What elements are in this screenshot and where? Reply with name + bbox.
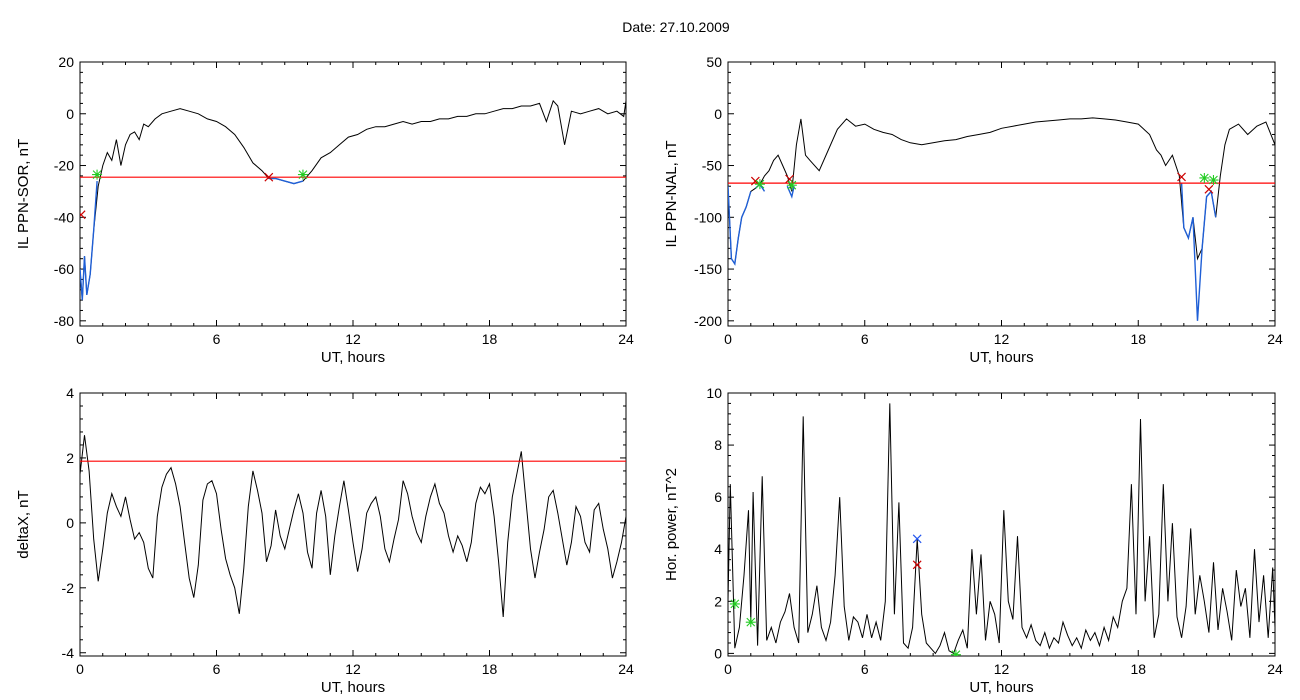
marker-asterisk bbox=[92, 169, 103, 180]
y-tick-label: 0 bbox=[714, 645, 722, 661]
below-threshold-segment bbox=[1180, 183, 1217, 321]
y-tick-label: 2 bbox=[714, 593, 722, 609]
y-tick-label: 20 bbox=[58, 54, 74, 70]
plot-frame bbox=[727, 61, 1276, 327]
x-axis-label: UT, hours bbox=[321, 349, 385, 366]
marker-asterisk bbox=[754, 179, 765, 190]
marker-x bbox=[264, 172, 274, 182]
x-axis-label: UT, hours bbox=[321, 679, 385, 696]
series-line bbox=[728, 403, 1275, 655]
y-tick-label: -80 bbox=[54, 313, 74, 329]
y-tick-label: -4 bbox=[62, 645, 75, 661]
y-axis-label: deltaX, nT bbox=[15, 490, 32, 558]
x-axis-label: UT, hours bbox=[969, 349, 1033, 366]
x-tick-label: 18 bbox=[482, 331, 498, 347]
x-tick-label: 6 bbox=[213, 331, 221, 347]
y-tick-label: 0 bbox=[714, 106, 722, 122]
x-tick-label: 0 bbox=[76, 661, 84, 677]
y-tick-label: 4 bbox=[714, 541, 722, 557]
y-axis-label: IL PPN-NAL, nT bbox=[663, 141, 680, 248]
marker-x bbox=[912, 534, 922, 544]
data-layer bbox=[80, 435, 626, 618]
x-tick-label: 24 bbox=[618, 331, 634, 347]
y-tick-label: 4 bbox=[66, 385, 74, 401]
x-tick-label: 6 bbox=[213, 661, 221, 677]
series-line bbox=[728, 117, 1275, 266]
marker-x bbox=[912, 560, 922, 570]
y-tick-label: -20 bbox=[54, 158, 74, 174]
y-tick-label: 10 bbox=[706, 385, 722, 401]
marker-asterisk bbox=[786, 180, 797, 191]
x-tick-label: 24 bbox=[1267, 331, 1283, 347]
marker-asterisk bbox=[745, 617, 756, 628]
y-axis-label: Hor. power, nT^2 bbox=[663, 468, 680, 581]
y-tick-label: 8 bbox=[714, 437, 722, 453]
x-tick-label: 0 bbox=[76, 331, 84, 347]
marker-asterisk bbox=[1208, 175, 1219, 186]
y-tick-label: -50 bbox=[702, 158, 722, 174]
below-threshold-segment bbox=[786, 185, 795, 199]
y-axis-label: IL PPN-SOR, nT bbox=[15, 139, 32, 249]
y-tick-label: 50 bbox=[706, 54, 722, 70]
figure-title: Date: 27.10.2009 bbox=[622, 19, 730, 35]
x-tick-label: 6 bbox=[861, 331, 869, 347]
x-tick-label: 18 bbox=[1130, 331, 1146, 347]
marker-x bbox=[80, 210, 86, 220]
marker-x bbox=[1177, 172, 1186, 182]
x-tick-label: 6 bbox=[861, 661, 869, 677]
x-tick-label: 12 bbox=[994, 331, 1010, 347]
x-axis-label: UT, hours bbox=[969, 679, 1033, 696]
y-tick-label: -200 bbox=[694, 313, 722, 329]
x-tick-label: 18 bbox=[1130, 661, 1146, 677]
data-layer bbox=[80, 99, 626, 301]
y-tick-label: -60 bbox=[54, 261, 74, 277]
below-threshold-segment bbox=[268, 177, 304, 185]
marker-x bbox=[1204, 184, 1214, 194]
x-tick-label: 0 bbox=[724, 331, 732, 347]
x-tick-label: 12 bbox=[345, 661, 361, 677]
data-layer bbox=[728, 403, 1275, 656]
y-tick-label: -150 bbox=[694, 261, 722, 277]
panel-il-ppn-sor: 0 6 12 18 24 -80 -60 -40 -20 0 20 UT, hours IL PPN-S… bbox=[15, 54, 634, 366]
y-tick-label: -40 bbox=[54, 209, 74, 225]
series-line bbox=[80, 435, 626, 618]
plot-frame bbox=[79, 61, 627, 327]
marker-asterisk bbox=[1199, 172, 1210, 183]
marker-asterisk bbox=[729, 598, 740, 609]
x-tick-label: 24 bbox=[1267, 661, 1283, 677]
x-tick-label: 18 bbox=[482, 661, 498, 677]
y-tick-label: 0 bbox=[66, 106, 74, 122]
x-tick-label: 0 bbox=[724, 661, 732, 677]
x-tick-label: 12 bbox=[345, 331, 361, 347]
x-tick-label: 12 bbox=[994, 661, 1010, 677]
x-tick-label: 24 bbox=[618, 661, 634, 677]
data-layer bbox=[728, 117, 1275, 321]
y-tick-label: -2 bbox=[62, 580, 75, 596]
plot-frame bbox=[79, 392, 627, 657]
y-tick-label: 2 bbox=[66, 450, 74, 466]
series-line bbox=[80, 99, 626, 301]
below-threshold-segment bbox=[80, 181, 98, 301]
y-tick-label: -100 bbox=[694, 209, 722, 225]
marker-asterisk bbox=[950, 649, 961, 656]
y-tick-label: 0 bbox=[66, 515, 74, 531]
plot-frame bbox=[727, 392, 1276, 657]
panel-il-ppn-nal: 0 6 12 18 24 -200 -150 -100 -50 0 50 UT, hours IL PP… bbox=[663, 54, 1283, 366]
y-tick-label: 6 bbox=[714, 489, 722, 505]
marker-asterisk bbox=[297, 169, 308, 180]
below-threshold-segment bbox=[728, 186, 752, 266]
